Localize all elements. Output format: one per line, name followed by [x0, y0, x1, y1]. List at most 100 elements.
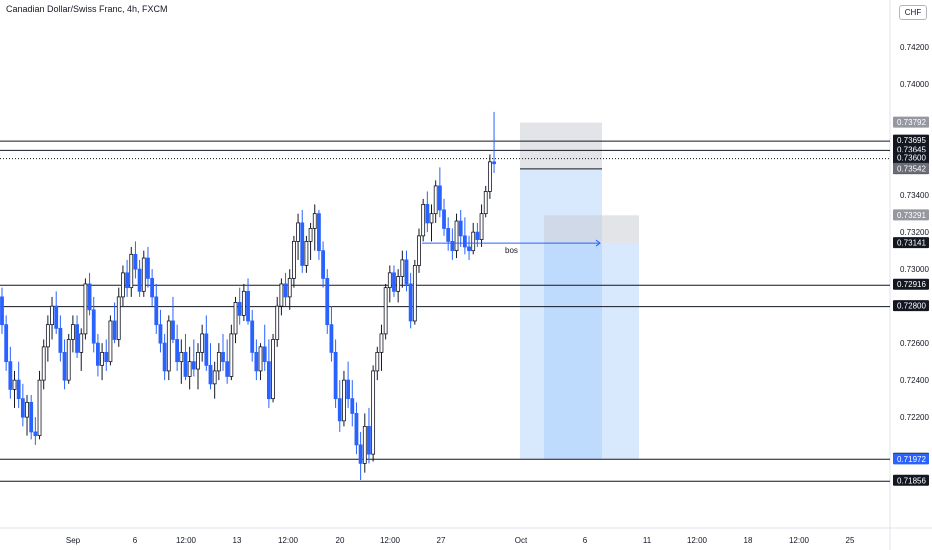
- candle-body: [200, 333, 205, 353]
- candle-body: [62, 351, 67, 381]
- candle: [233, 296, 238, 344]
- candle-body: [346, 379, 351, 400]
- candle: [425, 191, 430, 233]
- candle: [454, 213, 459, 259]
- candle-body: [183, 351, 188, 377]
- candle-body: [212, 370, 217, 385]
- candle-body: [275, 305, 280, 340]
- price-tag-bg: [893, 134, 929, 146]
- currency-badge[interactable]: CHF: [899, 5, 927, 20]
- candle: [125, 259, 129, 297]
- candle-body: [79, 333, 84, 353]
- candle: [317, 209, 321, 260]
- candle-body: [33, 431, 38, 437]
- candle-body: [229, 333, 234, 377]
- candle-body: [91, 309, 96, 344]
- x-tick-label: Sep: [66, 536, 81, 545]
- candle-body: [312, 213, 317, 229]
- candle: [204, 315, 209, 371]
- candle-body: [446, 228, 451, 242]
- candle: [229, 324, 234, 381]
- candle: [275, 296, 280, 347]
- candle: [116, 287, 121, 347]
- candle: [216, 343, 221, 381]
- candle: [171, 296, 175, 344]
- x-tick-label: 13: [233, 536, 242, 545]
- candle-body: [187, 361, 192, 377]
- x-tick-label: 11: [643, 536, 652, 545]
- candle: [16, 361, 21, 408]
- y-tick-label: 0.72600: [900, 339, 929, 348]
- candle-body: [254, 351, 259, 372]
- candle: [225, 339, 230, 384]
- candle-body: [87, 283, 92, 311]
- candle-body: [300, 222, 305, 266]
- bos-arrow-icon: [595, 239, 601, 247]
- candle: [66, 333, 71, 384]
- candle: [241, 283, 246, 321]
- candle: [0, 287, 4, 334]
- candle: [87, 272, 92, 316]
- candle: [62, 339, 67, 390]
- candle-body: [383, 287, 388, 335]
- candle: [483, 185, 488, 218]
- candle: [137, 259, 142, 297]
- price-tag: 0.73141: [893, 237, 929, 249]
- candle-body: [258, 346, 263, 372]
- candle: [100, 343, 104, 381]
- candle-body: [100, 351, 104, 366]
- candle-body: [271, 339, 275, 400]
- candle-body: [367, 425, 371, 455]
- candle-body: [337, 398, 342, 422]
- candle-body: [467, 246, 471, 252]
- candle: [200, 324, 205, 362]
- x-tick-label: 12:00: [278, 536, 299, 545]
- candle-body: [96, 342, 100, 366]
- candle-body: [375, 351, 380, 372]
- candle: [121, 265, 125, 307]
- candle: [350, 380, 355, 427]
- candle-body: [8, 361, 13, 390]
- candle: [271, 333, 275, 403]
- price-tag-label: 0.71972: [897, 455, 926, 464]
- candle-body: [208, 364, 213, 385]
- candle-body: [37, 379, 42, 437]
- price-tag-label: 0.73792: [897, 118, 926, 127]
- price-tag-bg: [893, 453, 929, 465]
- price-tag-label: 0.73291: [897, 211, 926, 220]
- candle-body: [171, 320, 175, 340]
- price-tag: 0.72800: [893, 300, 929, 312]
- candle-body: [487, 161, 492, 192]
- x-tick-label: Oct: [515, 536, 528, 545]
- candle-body: [471, 231, 476, 252]
- candle: [304, 235, 309, 273]
- candle: [262, 324, 267, 371]
- candle-body: [29, 401, 34, 433]
- candle: [266, 339, 271, 408]
- candle-body: [196, 351, 200, 370]
- candle-body: [221, 351, 225, 363]
- candle: [479, 204, 484, 247]
- candle: [287, 269, 292, 310]
- candle: [191, 339, 196, 377]
- candle: [279, 278, 284, 316]
- price-tag: 0.73291: [893, 209, 929, 221]
- candle: [254, 339, 259, 381]
- candle: [221, 333, 225, 371]
- price-tag-bg: [893, 474, 929, 486]
- candle: [354, 402, 359, 455]
- candle: [367, 407, 371, 464]
- candle-body: [354, 413, 359, 446]
- y-tick-label: 0.74200: [900, 43, 929, 52]
- candle: [412, 259, 417, 325]
- y-tick-label: 0.72400: [900, 376, 929, 385]
- candle-body: [417, 235, 421, 266]
- candle-body: [329, 324, 334, 353]
- candle-body: [241, 290, 246, 316]
- candle: [400, 250, 405, 288]
- candle: [162, 333, 167, 381]
- candle: [91, 296, 96, 353]
- candle-body: [237, 302, 242, 316]
- candle-body: [66, 339, 71, 381]
